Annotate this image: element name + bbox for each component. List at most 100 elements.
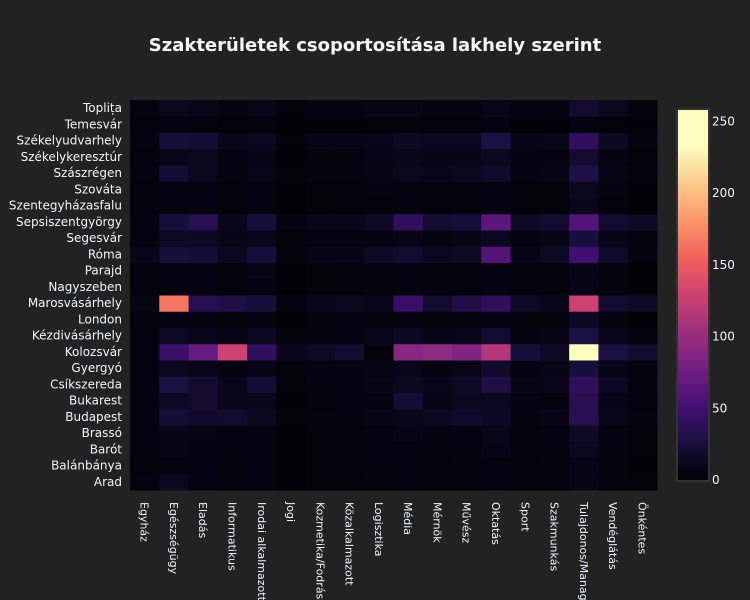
heatmap-cell (510, 311, 541, 328)
heatmap-cell (539, 278, 570, 296)
heatmap-cell (159, 392, 190, 410)
heatmap-cell (393, 457, 424, 475)
heatmap-cell (130, 100, 160, 117)
heatmap-cell (569, 230, 599, 247)
heatmap-cell (627, 327, 658, 345)
heatmap-cell (305, 278, 336, 296)
heatmap-cell (627, 343, 658, 361)
y-tick-label: Székelykeresztúr (21, 150, 122, 164)
heatmap-cell (627, 230, 658, 247)
heatmap-cell (159, 246, 190, 263)
heatmap-cell (627, 360, 658, 377)
y-tick-label: Székelyudvarhely (17, 134, 122, 148)
heatmap-cell (364, 441, 394, 458)
heatmap-cell (539, 116, 570, 133)
heatmap-cell (539, 246, 570, 263)
heatmap-cell (364, 181, 394, 198)
heatmap-cell (422, 425, 453, 442)
heatmap-cell (393, 116, 424, 133)
y-tick-label: Szentegyházasfalu (9, 199, 122, 213)
heatmap-cell (217, 230, 248, 247)
heatmap-cell (247, 246, 277, 263)
heatmap-cell (481, 295, 512, 312)
heatmap-cell (247, 262, 277, 280)
heatmap-cell (539, 360, 570, 377)
heatmap-cell (598, 425, 629, 442)
heatmap-cell (452, 230, 482, 247)
heatmap-cell (276, 425, 307, 442)
heatmap-cell (393, 343, 424, 361)
heatmap-cell (159, 327, 190, 345)
heatmap-cell (481, 360, 512, 377)
heatmap-cell (569, 311, 599, 328)
y-tick-label: Budapest (65, 410, 122, 424)
heatmap-cell (130, 213, 160, 231)
heatmap-cell (276, 327, 307, 345)
heatmap-cell (188, 262, 219, 280)
heatmap-cell (627, 311, 658, 328)
heatmap-cell (627, 116, 658, 133)
heatmap-cell (364, 425, 394, 442)
heatmap-cell (452, 278, 482, 296)
heatmap-cell (569, 165, 599, 182)
heatmap-cell (247, 392, 277, 410)
heatmap-cell (159, 100, 190, 117)
heatmap-cell (364, 213, 394, 231)
heatmap-cell (598, 100, 629, 117)
heatmap-cell (452, 343, 482, 361)
heatmap-cell (217, 100, 248, 117)
heatmap-cell (422, 392, 453, 410)
heatmap-cell (217, 278, 248, 296)
heatmap-cell (130, 360, 160, 377)
heatmap-cell (481, 392, 512, 410)
heatmap-cell (481, 473, 512, 491)
heatmap-cell (393, 327, 424, 345)
heatmap-cell (598, 262, 629, 280)
heatmap-cell (188, 181, 219, 198)
heatmap-cell (598, 343, 629, 361)
heatmap-cell (159, 376, 190, 393)
heatmap-cell (393, 165, 424, 182)
heatmap-cell (569, 148, 599, 166)
heatmap-cell (510, 246, 541, 263)
heatmap-cell (510, 148, 541, 166)
heatmap-cell (422, 311, 453, 328)
colorbar-tick-label: 0 (712, 473, 720, 487)
heatmap-cell (569, 473, 599, 491)
heatmap-cell (188, 116, 219, 133)
heatmap-cell (247, 278, 277, 296)
heatmap-cell (452, 408, 482, 426)
heatmap-cell (393, 376, 424, 393)
heatmap-cell (569, 213, 599, 231)
heatmap-cell (481, 311, 512, 328)
heatmap-cell (481, 441, 512, 458)
heatmap-cell (452, 441, 482, 458)
heatmap-cell (627, 197, 658, 215)
heatmap-cell (364, 473, 394, 491)
heatmap-cell (422, 148, 453, 166)
heatmap-cell (334, 408, 365, 426)
heatmap-cell (247, 295, 277, 312)
heatmap-cell (364, 132, 394, 150)
heatmap-cell (452, 295, 482, 312)
heatmap-cell (188, 246, 219, 263)
heatmap-cell (247, 360, 277, 377)
heatmap-cell (481, 116, 512, 133)
x-tick-label: Média (401, 502, 414, 535)
heatmap-cell (188, 392, 219, 410)
heatmap-cell (393, 213, 424, 231)
heatmap-cell (130, 295, 160, 312)
heatmap-cell (422, 278, 453, 296)
heatmap-cell (364, 457, 394, 475)
heatmap-cell (276, 278, 307, 296)
heatmap-cell (159, 425, 190, 442)
heatmap-cell (422, 246, 453, 263)
colorbar-gradient (678, 110, 708, 480)
heatmap-cell (510, 408, 541, 426)
x-tick-label: Közalkalmazott (343, 502, 356, 586)
heatmap-cell (159, 165, 190, 182)
x-axis-tick-labels: Egyház Egészségügy Eladás Informatikus Iroda… (138, 501, 649, 600)
colorbar-tick-label: 200 (712, 186, 735, 200)
heatmap-cell (159, 181, 190, 198)
